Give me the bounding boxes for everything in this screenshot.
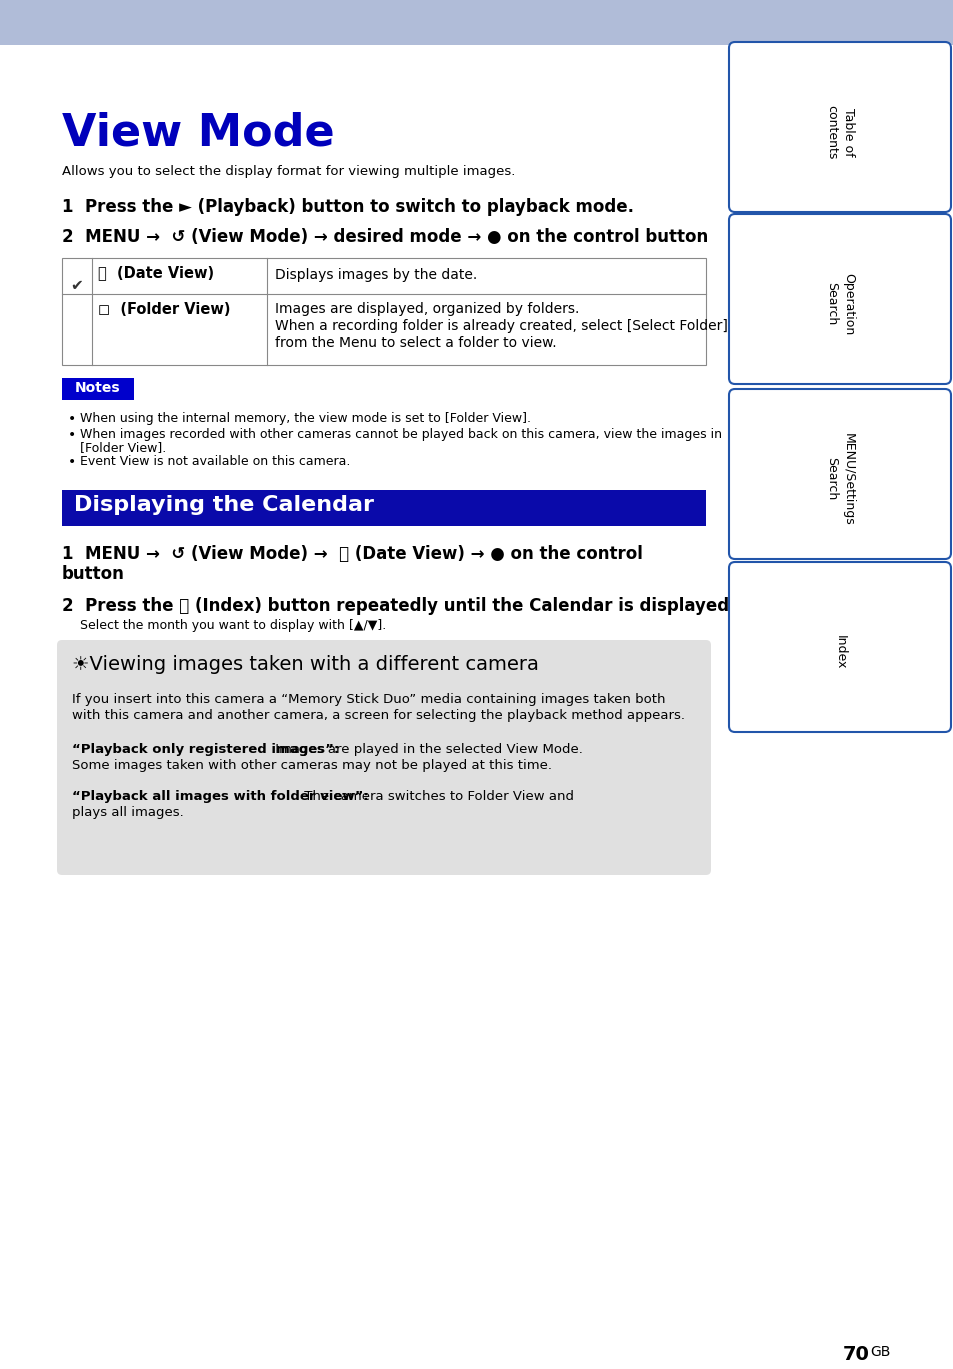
Text: Displaying the Calendar: Displaying the Calendar <box>74 496 374 515</box>
Text: 2  MENU →  ↺ (View Mode) → desired mode → ● on the control button: 2 MENU → ↺ (View Mode) → desired mode → … <box>62 229 707 246</box>
Text: View Mode: View Mode <box>62 112 335 155</box>
Text: •: • <box>68 455 76 470</box>
Text: “Playback only registered images”:: “Playback only registered images”: <box>71 743 339 756</box>
Text: 1  MENU →  ↺ (View Mode) →  ⬛ (Date View) → ● on the control: 1 MENU → ↺ (View Mode) → ⬛ (Date View) →… <box>62 545 642 563</box>
Text: The camera switches to Folder View and: The camera switches to Folder View and <box>300 790 574 804</box>
Text: with this camera and another camera, a screen for selecting the playback method : with this camera and another camera, a s… <box>71 709 684 721</box>
Text: from the Menu to select a folder to view.: from the Menu to select a folder to view… <box>274 335 556 350</box>
FancyBboxPatch shape <box>728 42 950 212</box>
Text: Images are played in the selected View Mode.: Images are played in the selected View M… <box>271 743 582 756</box>
Text: GB: GB <box>869 1344 889 1359</box>
Text: ◻  (Folder View): ◻ (Folder View) <box>98 303 231 318</box>
Text: Table of
contents: Table of contents <box>824 105 854 159</box>
Bar <box>62 490 705 526</box>
Bar <box>62 257 705 366</box>
Text: Event View is not available on this camera.: Event View is not available on this came… <box>80 455 350 468</box>
Text: ⬛  (Date View): ⬛ (Date View) <box>98 266 213 281</box>
Text: button: button <box>62 565 125 583</box>
Text: Some images taken with other cameras may not be played at this time.: Some images taken with other cameras may… <box>71 758 552 772</box>
Text: 70: 70 <box>842 1344 869 1364</box>
Bar <box>0 0 953 45</box>
Text: •: • <box>68 428 76 442</box>
Text: •: • <box>68 412 76 426</box>
Text: When using the internal memory, the view mode is set to [Folder View].: When using the internal memory, the view… <box>80 412 531 424</box>
Text: Select the month you want to display with [▲/▼].: Select the month you want to display wit… <box>80 619 386 632</box>
Text: Index: Index <box>833 635 845 669</box>
Text: ☀Viewing images taken with a different camera: ☀Viewing images taken with a different c… <box>71 654 538 674</box>
Text: Notes: Notes <box>75 381 121 396</box>
Text: [Folder View].: [Folder View]. <box>80 441 166 455</box>
Text: MENU/Settings
Search: MENU/Settings Search <box>824 433 854 526</box>
Text: 2  Press the ⬛ (Index) button repeatedly until the Calendar is displayed.: 2 Press the ⬛ (Index) button repeatedly … <box>62 597 735 615</box>
Text: ✔: ✔ <box>71 278 83 293</box>
FancyBboxPatch shape <box>57 639 710 875</box>
Text: 1  Press the ► (Playback) button to switch to playback mode.: 1 Press the ► (Playback) button to switc… <box>62 199 634 216</box>
Text: Allows you to select the display format for viewing multiple images.: Allows you to select the display format … <box>62 166 515 178</box>
Text: When images recorded with other cameras cannot be played back on this camera, vi: When images recorded with other cameras … <box>80 428 721 441</box>
FancyBboxPatch shape <box>728 389 950 559</box>
Text: Images are displayed, organized by folders.: Images are displayed, organized by folde… <box>274 303 578 316</box>
Text: Displays images by the date.: Displays images by the date. <box>274 268 476 282</box>
Text: plays all images.: plays all images. <box>71 806 184 819</box>
Text: “Playback all images with folder view”:: “Playback all images with folder view”: <box>71 790 369 804</box>
Bar <box>62 378 133 400</box>
Text: Operation
Search: Operation Search <box>824 272 854 335</box>
Text: If you insert into this camera a “Memory Stick Duo” media containing images take: If you insert into this camera a “Memory… <box>71 693 665 706</box>
Text: When a recording folder is already created, select [Select Folder]: When a recording folder is already creat… <box>274 319 727 333</box>
FancyBboxPatch shape <box>728 563 950 732</box>
FancyBboxPatch shape <box>728 214 950 383</box>
